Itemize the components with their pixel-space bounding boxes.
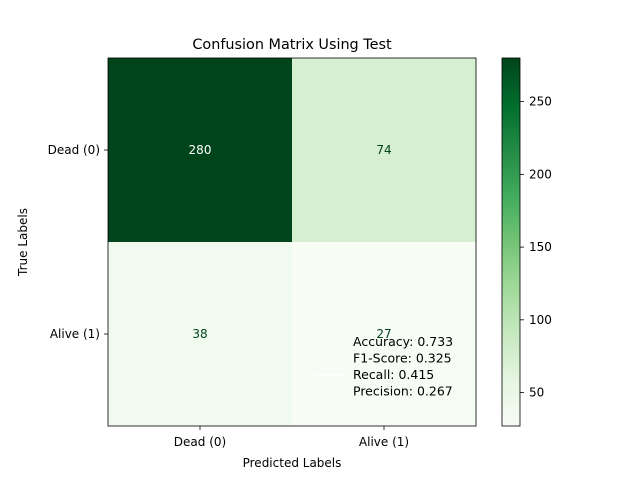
cell-value-label: 280: [189, 143, 212, 157]
colorbar: [501, 57, 521, 427]
heatmap-cell: [292, 242, 476, 426]
x-axis-label: Predicted Labels: [243, 456, 342, 470]
plot-frame: [107, 57, 477, 427]
colorbar-tick-label: 100: [529, 313, 552, 327]
colorbar-ticks: 50 100 150 200 250: [520, 95, 552, 400]
colorbar-tick-label: 150: [529, 240, 552, 254]
x-tick-label: Alive (1): [359, 435, 409, 449]
x-tick-label: Dead (0): [174, 435, 226, 449]
heatmap-cell: [108, 242, 292, 426]
cell-value-label: 27: [376, 327, 391, 341]
x-axis-ticks: Dead (0) Alive (1): [174, 426, 409, 449]
chart-title: Confusion Matrix Using Test: [192, 37, 392, 53]
y-tick-label: Alive (1): [50, 327, 100, 341]
cell-value-label: 38: [192, 327, 207, 341]
metric-label: F1-Score: 0.325: [353, 351, 452, 366]
colorbar-tick-label: 250: [529, 95, 552, 109]
cell-value-label: 74: [376, 143, 391, 157]
y-axis-ticks: Dead (0) Alive (1): [48, 143, 108, 341]
heatmap-cells: [108, 58, 476, 426]
metric-label: Recall: 0.415: [353, 367, 434, 382]
heatmap-cell: [292, 58, 476, 242]
y-axis-label: True Labels: [16, 208, 30, 277]
metric-label: Accuracy: 0.733: [353, 334, 453, 349]
heatmap-cell: [108, 58, 292, 242]
colorbar-tick-label: 50: [529, 386, 544, 400]
metric-label: Precision: 0.267: [353, 384, 453, 399]
y-tick-label: Dead (0): [48, 143, 100, 157]
colorbar-tick-label: 200: [529, 167, 552, 181]
heatmap-cell-labels: 280 74 38 27: [189, 143, 392, 341]
